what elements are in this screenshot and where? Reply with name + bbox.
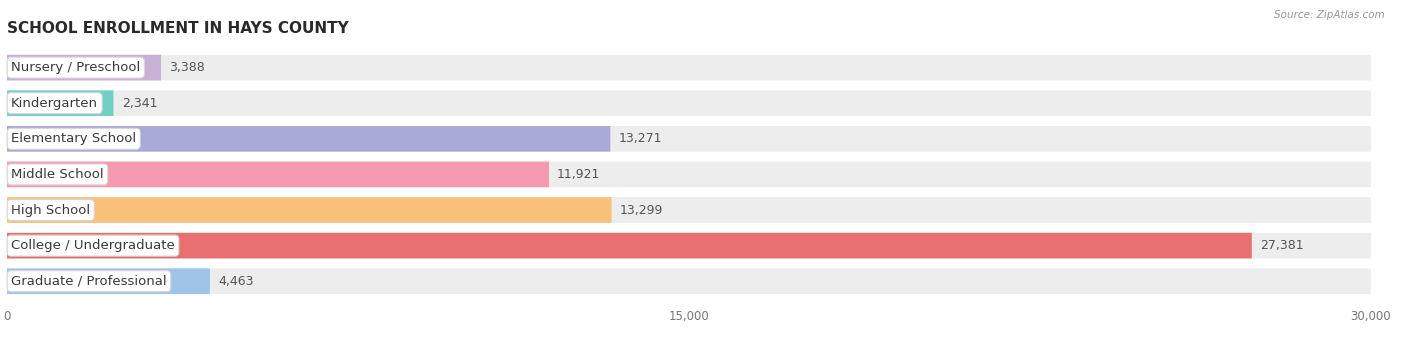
FancyBboxPatch shape <box>7 55 1371 80</box>
FancyBboxPatch shape <box>7 197 612 223</box>
Text: SCHOOL ENROLLMENT IN HAYS COUNTY: SCHOOL ENROLLMENT IN HAYS COUNTY <box>7 21 349 36</box>
Text: 13,299: 13,299 <box>620 203 664 216</box>
Text: 4,463: 4,463 <box>218 275 253 288</box>
Text: 2,341: 2,341 <box>122 97 157 110</box>
FancyBboxPatch shape <box>7 126 1371 152</box>
Text: College / Undergraduate: College / Undergraduate <box>11 239 174 252</box>
FancyBboxPatch shape <box>7 233 1371 259</box>
Text: 11,921: 11,921 <box>557 168 600 181</box>
FancyBboxPatch shape <box>7 90 114 116</box>
Text: Middle School: Middle School <box>11 168 104 181</box>
FancyBboxPatch shape <box>7 90 1371 116</box>
Text: Graduate / Professional: Graduate / Professional <box>11 275 167 288</box>
FancyBboxPatch shape <box>7 126 610 152</box>
FancyBboxPatch shape <box>7 55 162 80</box>
Text: 13,271: 13,271 <box>619 132 662 145</box>
Text: 3,388: 3,388 <box>169 61 205 74</box>
FancyBboxPatch shape <box>7 162 548 187</box>
Text: Nursery / Preschool: Nursery / Preschool <box>11 61 141 74</box>
FancyBboxPatch shape <box>7 268 209 294</box>
Text: Kindergarten: Kindergarten <box>11 97 98 110</box>
Text: Elementary School: Elementary School <box>11 132 136 145</box>
FancyBboxPatch shape <box>7 233 1251 259</box>
Text: 27,381: 27,381 <box>1260 239 1303 252</box>
FancyBboxPatch shape <box>7 268 1371 294</box>
Text: Source: ZipAtlas.com: Source: ZipAtlas.com <box>1274 10 1385 20</box>
FancyBboxPatch shape <box>7 197 1371 223</box>
FancyBboxPatch shape <box>7 162 1371 187</box>
Text: High School: High School <box>11 203 90 216</box>
